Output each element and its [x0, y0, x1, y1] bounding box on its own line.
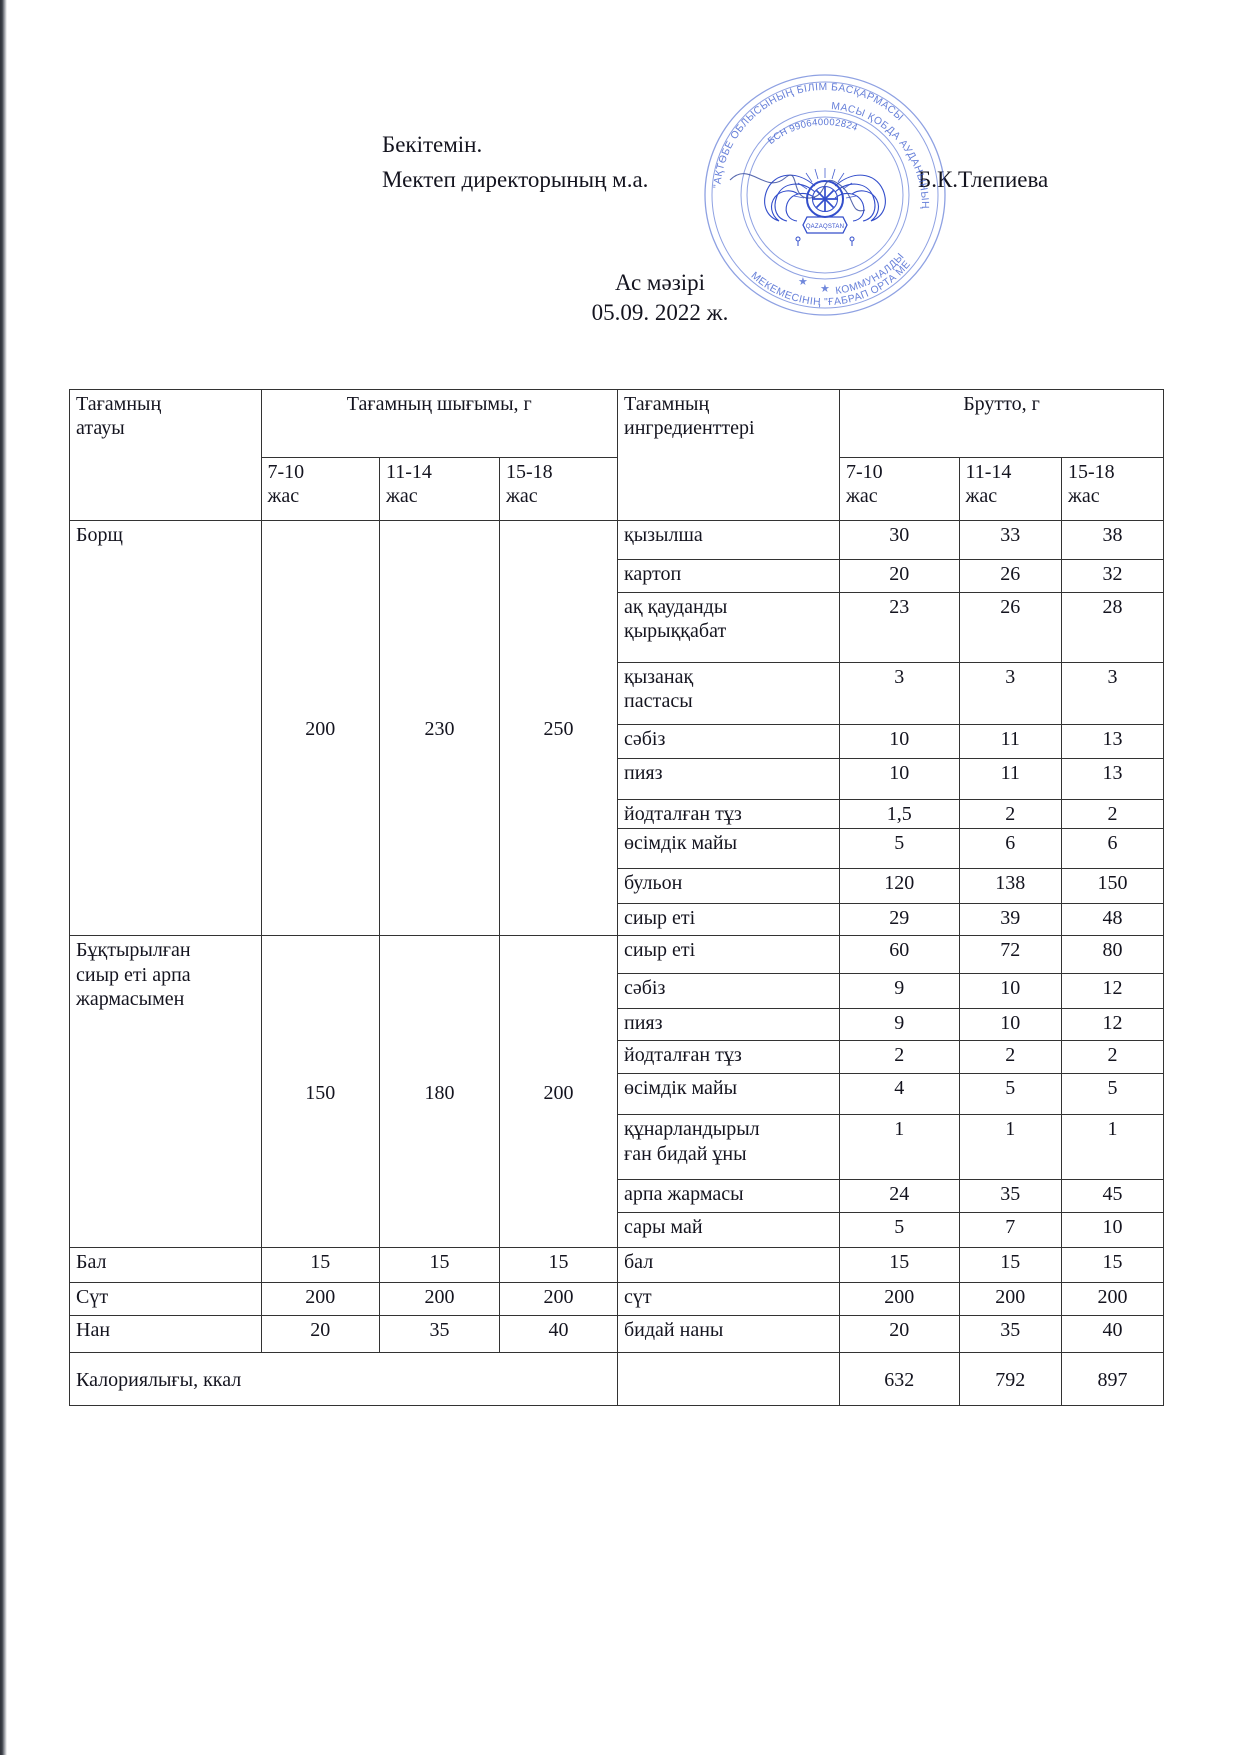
svg-text:"АҚТӨБЕ ОБЛЫСЫНЫҢ БІЛІМ БАСҚАР: "АҚТӨБЕ ОБЛЫСЫНЫҢ БІЛІМ БАСҚАРМАСЫ [712, 82, 905, 189]
svg-text:★: ★ [798, 276, 808, 288]
svg-text:★: ★ [820, 283, 830, 295]
svg-text:БСН 990640002824: БСН 990640002824 [766, 117, 859, 147]
svg-text:QAZAQSTAN: QAZAQSTAN [806, 224, 844, 230]
